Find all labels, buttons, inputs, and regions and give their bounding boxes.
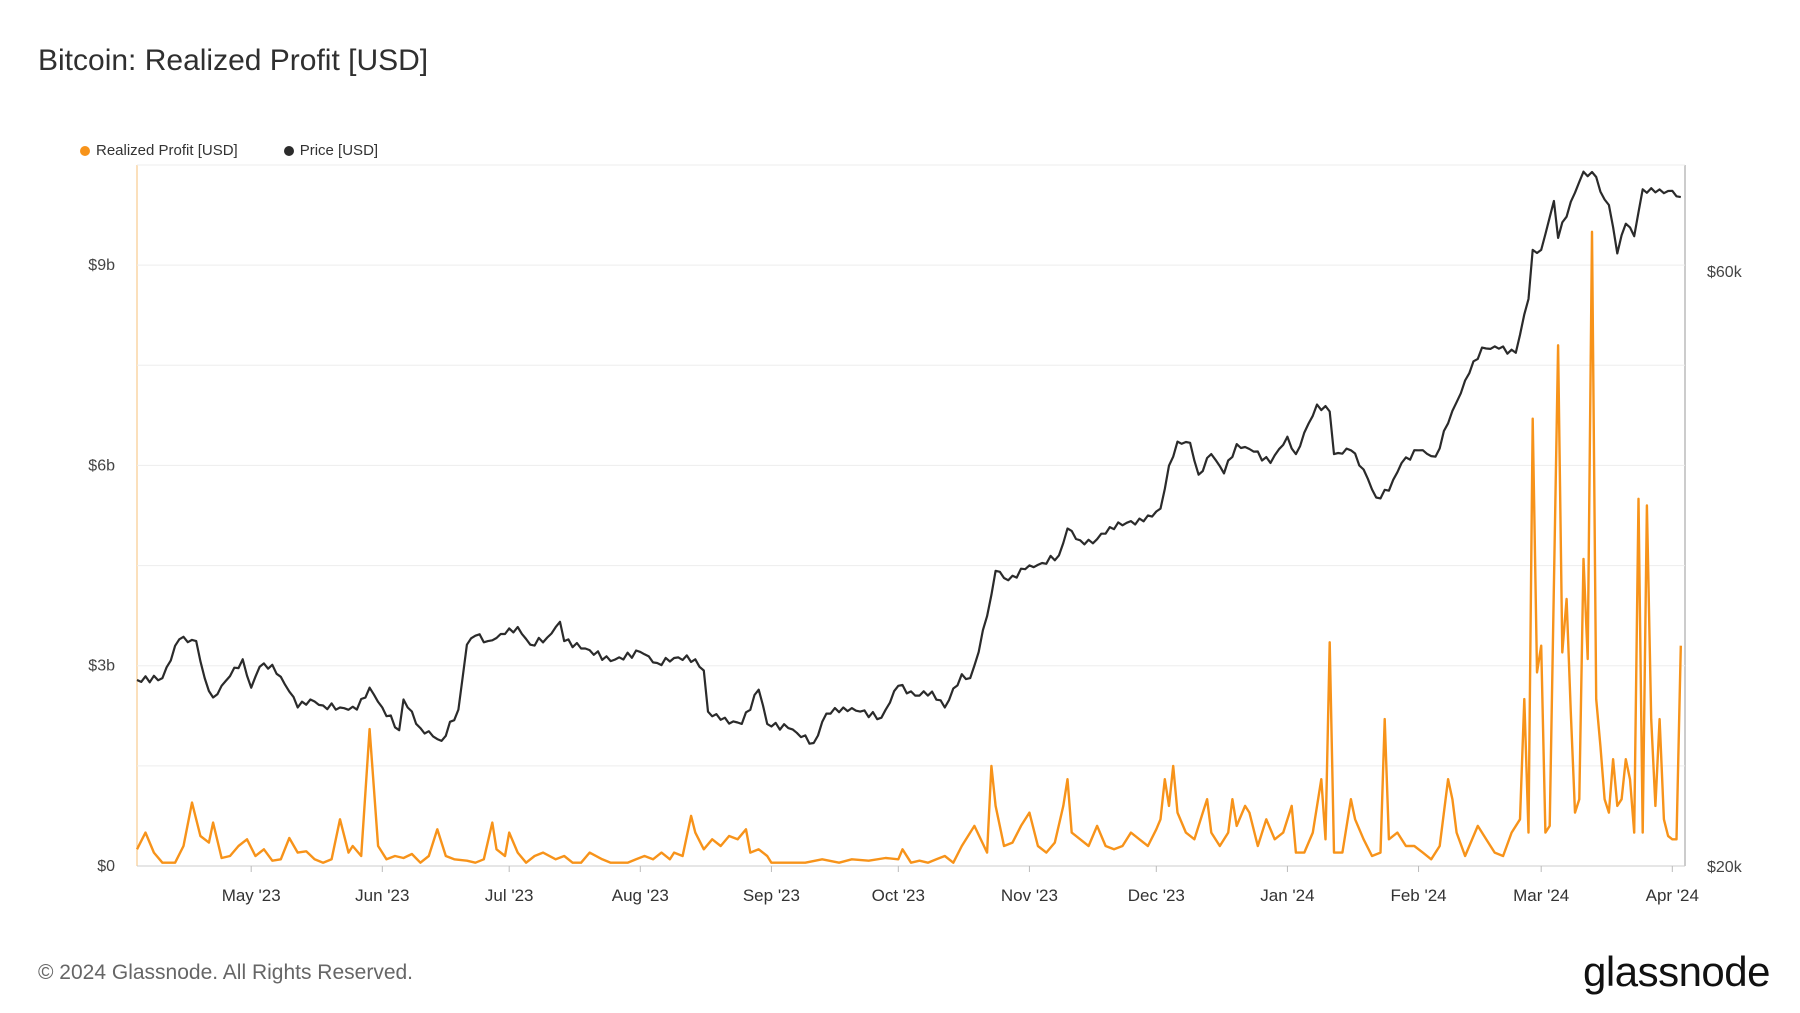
x-tick-label: Feb '24 <box>1390 886 1446 905</box>
copyright-footer: © 2024 Glassnode. All Rights Reserved. <box>38 961 414 984</box>
x-tick-label: Nov '23 <box>1001 886 1058 905</box>
legend-dot-realized-profit <box>80 145 90 156</box>
left-tick-label: $3b <box>88 658 115 675</box>
x-tick-label: May '23 <box>222 886 281 905</box>
legend-item-realized-profit[interactable]: Realized Profit [USD] <box>80 142 238 159</box>
x-tick-label: Oct '23 <box>872 886 925 905</box>
x-tick-label: Jul '23 <box>485 886 534 905</box>
right-tick-label: $60k <box>1707 264 1743 281</box>
left-axis-ticks: $0 $3b $6b $9b <box>88 257 115 875</box>
x-tick-label: Apr '24 <box>1646 886 1699 905</box>
x-tick-label: Jun '23 <box>355 886 409 905</box>
x-tick-label: Jan '24 <box>1260 886 1314 905</box>
legend-item-price[interactable]: Price [USD] <box>283 142 379 159</box>
page-title: Bitcoin: Realized Profit [USD] <box>38 44 429 77</box>
legend-label-realized-profit: Realized Profit [USD] <box>96 142 238 159</box>
chart-series <box>135 170 1682 864</box>
legend-label-price: Price [USD] <box>299 142 379 159</box>
chart-legend: Realized Profit [USD] Price [USD] <box>80 142 378 159</box>
left-tick-label: $6b <box>88 457 115 474</box>
chart-grid <box>136 164 1686 867</box>
x-tick-label: Mar '24 <box>1513 886 1569 905</box>
legend-dot-price <box>283 145 294 156</box>
realized-profit-line <box>135 230 1682 864</box>
left-tick-label: $9b <box>88 257 115 274</box>
x-tick-label: Dec '23 <box>1128 886 1185 905</box>
brand-logo: glassnode <box>1583 948 1770 995</box>
right-tick-label: $20k <box>1707 859 1743 876</box>
left-tick-label: $0 <box>97 858 115 875</box>
right-axis-ticks: $20k $60k <box>1707 264 1743 876</box>
price-line <box>136 170 1682 745</box>
x-tick-label: Aug '23 <box>612 886 669 905</box>
x-tick-label: Sep '23 <box>743 886 800 905</box>
x-axis-ticks: May '23 Jun '23 Jul '23 Aug '23 Sep '23 Oct '… <box>222 866 1699 905</box>
